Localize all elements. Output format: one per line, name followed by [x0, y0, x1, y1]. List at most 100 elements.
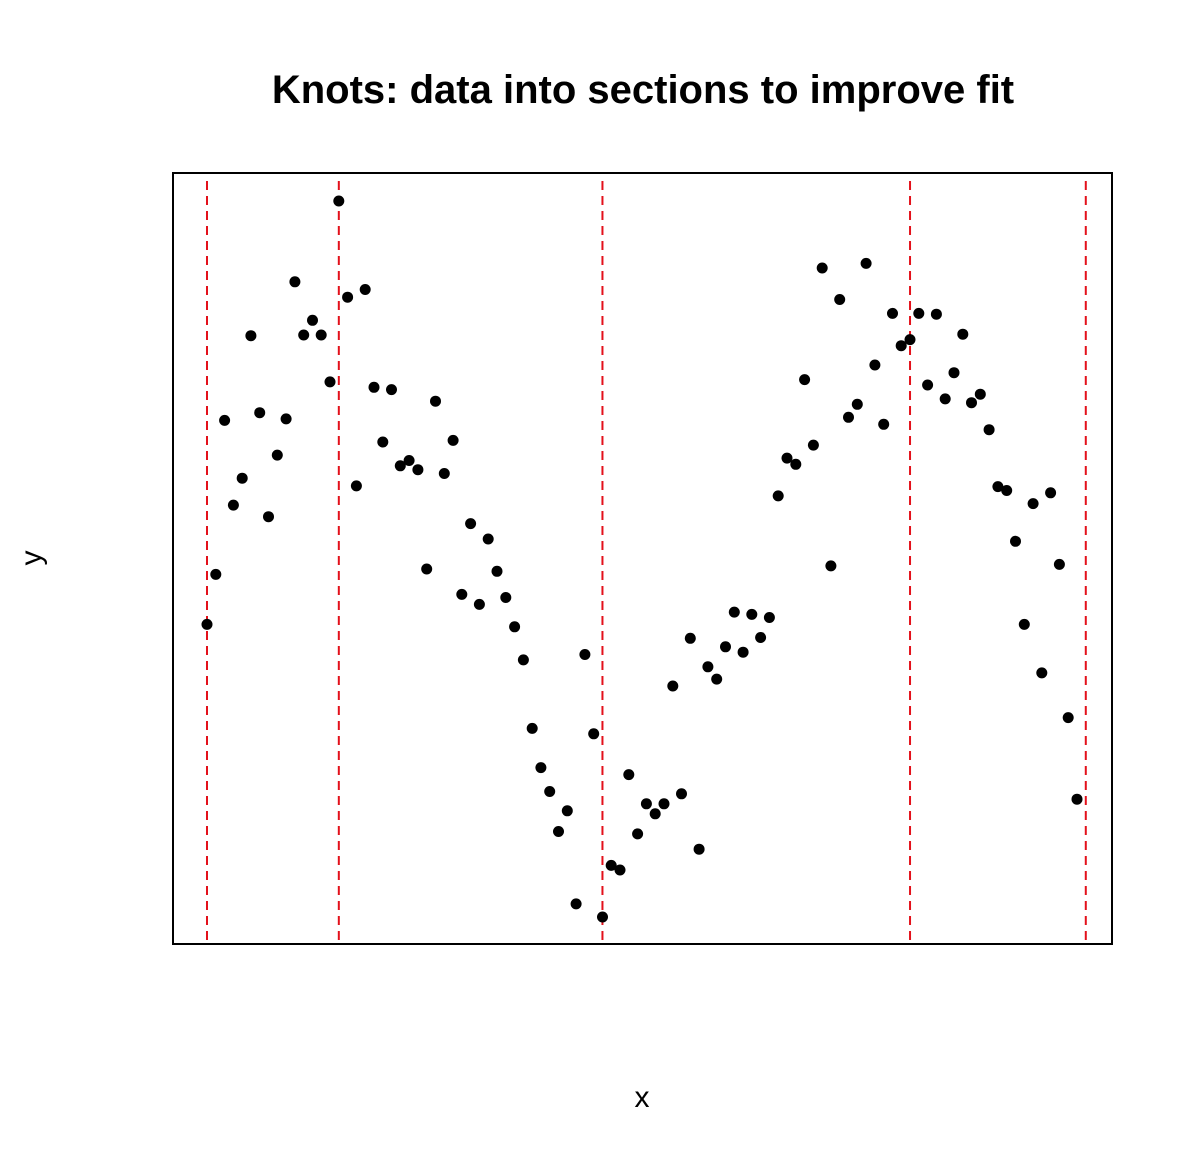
data-point-31: [465, 518, 477, 530]
data-point-35: [500, 592, 512, 603]
data-point-54: [667, 680, 679, 692]
chart-title: Knots: data into sections to improve fit: [272, 68, 1014, 112]
data-point-83: [922, 379, 934, 391]
data-point-50: [632, 828, 644, 840]
knot-lines: [206, 181, 1087, 944]
data-point-56: [684, 632, 696, 644]
data-point-28: [438, 468, 450, 479]
data-point-82: [913, 307, 925, 319]
data-point-33: [482, 533, 494, 545]
data-point-42: [561, 805, 573, 817]
data-point-87: [957, 328, 969, 340]
data-point-48: [614, 864, 626, 876]
data-point-69: [799, 374, 811, 386]
data-point-39: [535, 762, 547, 774]
x-axis-label: x: [635, 1081, 650, 1114]
data-point-10: [280, 413, 292, 425]
data-point-13: [307, 314, 318, 326]
data-point-19: [359, 284, 371, 295]
data-point-62: [737, 646, 749, 658]
data-point-63: [746, 608, 758, 620]
data-point-12: [298, 329, 310, 341]
data-point-60: [720, 641, 731, 653]
data-point-44: [579, 649, 591, 660]
data-point-100: [1071, 793, 1083, 805]
data-point-5: [236, 472, 248, 484]
data-point-85: [939, 393, 951, 405]
data-point-8: [263, 511, 274, 523]
data-point-90: [983, 424, 995, 436]
data-point-51: [640, 798, 652, 810]
data-point-40: [544, 786, 556, 797]
data-point-92: [1001, 485, 1013, 496]
data-point-55: [676, 788, 687, 800]
data-point-65: [763, 612, 775, 623]
data-point-7: [254, 407, 266, 419]
data-point-76: [860, 257, 872, 269]
data-point-46: [597, 911, 608, 923]
data-point-20: [368, 381, 380, 393]
data-point-72: [825, 560, 837, 572]
data-point-45: [588, 728, 600, 740]
data-point-95: [1027, 498, 1039, 510]
data-point-15: [324, 376, 336, 388]
data-point-38: [526, 722, 538, 734]
data-point-79: [887, 307, 898, 319]
data-point-64: [755, 632, 767, 643]
data-point-1: [201, 618, 213, 630]
data-point-2: [210, 568, 222, 580]
data-point-34: [491, 565, 503, 577]
data-point-41: [553, 826, 564, 837]
data-point-30: [456, 588, 468, 600]
data-point-61: [728, 606, 740, 618]
data-point-22: [386, 384, 397, 396]
data-point-27: [430, 395, 441, 407]
data-point-94: [1018, 618, 1030, 630]
data-point-88: [966, 397, 977, 409]
data-point-74: [843, 411, 854, 423]
data-point-67: [781, 452, 793, 464]
data-point-73: [834, 294, 846, 305]
data-point-43: [570, 898, 582, 910]
data-point-99: [1062, 712, 1074, 724]
data-point-49: [623, 769, 635, 781]
data-point-97: [1045, 487, 1057, 499]
data-point-66: [772, 490, 784, 502]
data-points: [201, 195, 1083, 923]
data-point-37: [517, 654, 529, 666]
data-point-89: [974, 388, 986, 400]
data-point-6: [245, 330, 257, 342]
data-point-58: [702, 661, 714, 673]
data-point-59: [711, 673, 723, 685]
data-point-18: [350, 480, 362, 492]
data-point-98: [1053, 558, 1065, 570]
data-point-57: [693, 843, 705, 855]
data-point-77: [869, 359, 881, 371]
data-point-47: [605, 859, 617, 871]
data-point-93: [1010, 535, 1021, 547]
data-point-71: [816, 262, 828, 274]
data-point-96: [1036, 667, 1048, 679]
data-point-11: [289, 276, 301, 288]
data-point-84: [930, 308, 942, 320]
data-point-78: [878, 418, 890, 430]
data-point-80: [895, 340, 907, 352]
data-point-36: [509, 621, 521, 633]
data-point-3: [219, 414, 231, 426]
data-point-25: [412, 464, 424, 476]
data-point-24: [403, 455, 415, 466]
data-point-91: [992, 481, 1004, 493]
data-point-32: [473, 598, 485, 610]
data-point-29: [447, 434, 459, 446]
data-point-4: [227, 499, 239, 511]
plot-area-frame: [172, 172, 1113, 945]
data-point-86: [948, 367, 960, 379]
data-point-21: [377, 436, 389, 448]
data-point-81: [904, 334, 916, 346]
data-point-70: [807, 439, 819, 451]
data-point-9: [271, 449, 283, 461]
data-point-26: [421, 563, 433, 575]
data-point-75: [851, 398, 863, 410]
y-axis-label: y: [15, 551, 48, 566]
